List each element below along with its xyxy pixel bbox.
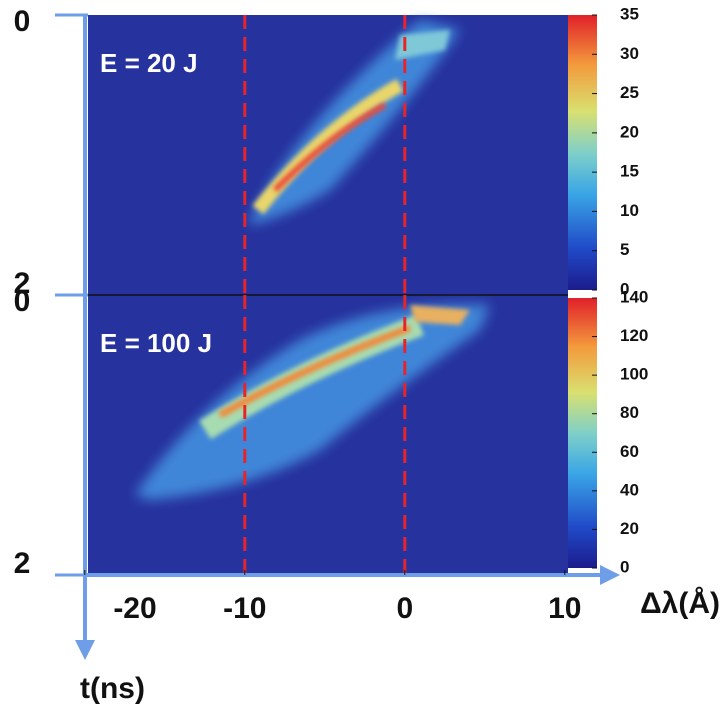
colorbar-tick-label: 0 [620, 279, 629, 298]
x-tick-label: -10 [223, 592, 266, 625]
colorbar-tick-label: 20 [620, 519, 639, 538]
y-axis-label: t(ns) [80, 672, 145, 705]
colorbar-tick-label: 25 [620, 83, 639, 102]
colorbar-tick-label: 140 [620, 287, 648, 306]
heatmap-image [88, 15, 568, 575]
y-tick-label: 0 [14, 285, 31, 318]
y-tick-label: 2 [14, 547, 31, 580]
x-tick-label: -20 [113, 592, 156, 625]
colorbar [568, 15, 597, 290]
x-tick-label: 10 [548, 592, 581, 625]
panel-label: E = 20 J [100, 48, 198, 78]
y-tick-label: 2 [14, 267, 31, 300]
x-axis-label: Δλ(Å) [640, 587, 720, 620]
colorbar-tick-label: 30 [620, 44, 639, 63]
colorbar-tick-label: 0 [620, 557, 629, 576]
colorbar [568, 298, 597, 568]
colorbar-tick-label: 15 [620, 162, 639, 181]
x-tick-label: 0 [396, 592, 413, 625]
panel-label: E = 100 J [100, 328, 212, 358]
colorbar-tick-label: 100 [620, 365, 648, 384]
colorbar-tick-label: 20 [620, 122, 639, 141]
colorbar-tick-label: 35 [620, 4, 639, 23]
colorbar-tick-label: 80 [620, 403, 639, 422]
y-tick-label: 0 [14, 5, 31, 38]
colorbar-tick-label: 60 [620, 442, 639, 461]
colorbar-tick-label: 120 [620, 326, 648, 345]
colorbar-tick-label: 10 [620, 201, 639, 220]
colorbar-tick-label: 5 [620, 240, 629, 259]
colorbar-tick-label: 40 [620, 480, 639, 499]
